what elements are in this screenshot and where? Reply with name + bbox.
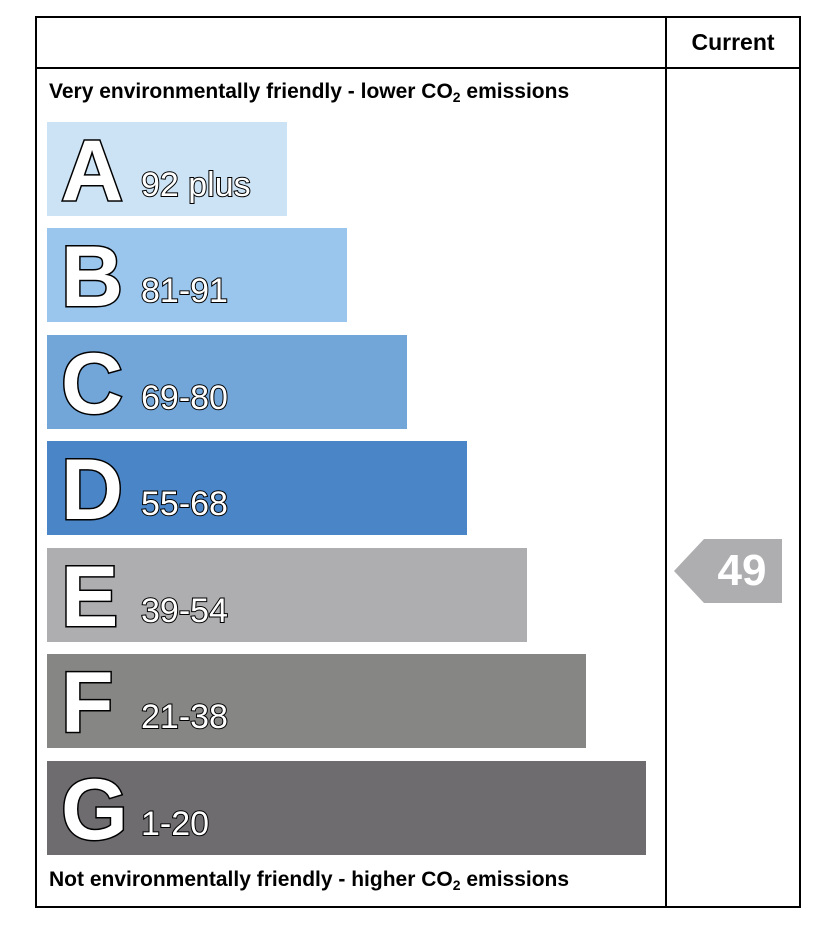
column-divider <box>665 16 667 908</box>
band-c: C 69-80 <box>47 335 407 429</box>
band-d: D 55-68 <box>47 441 467 535</box>
band-f: F 21-38 <box>47 654 586 748</box>
band-letter: B <box>59 229 124 325</box>
band-letter: D <box>59 442 124 538</box>
header-divider <box>35 67 801 69</box>
current-rating-value: 49 <box>717 546 767 595</box>
band-range: 69-80 <box>140 379 229 417</box>
band-letter: F <box>60 655 116 751</box>
band-range: 55-68 <box>140 485 229 523</box>
band-range: 92 plus <box>140 166 252 204</box>
band-letter: A <box>59 123 124 219</box>
rating-table-frame <box>35 16 801 908</box>
band-e: E 39-54 <box>47 548 527 642</box>
band-range: 39-54 <box>140 592 229 630</box>
band-letter: G <box>60 762 130 858</box>
band-range: 81-91 <box>140 272 229 310</box>
band-letter: C <box>59 336 124 432</box>
band-a: A 92 plus <box>47 122 287 216</box>
bottom-caption: Not environmentally friendly - higher CO… <box>49 868 570 893</box>
top-caption: Very environmentally friendly - lower CO… <box>49 80 570 105</box>
current-column-header: Current <box>691 29 775 55</box>
band-range: 21-38 <box>140 698 229 736</box>
band-letter: E <box>59 549 119 645</box>
current-rating-arrow: 49 <box>674 539 782 603</box>
arrow-pointer-icon <box>674 539 782 603</box>
band-g: G 1-20 <box>47 761 646 855</box>
band-range: 1-20 <box>140 805 210 843</box>
band-b: B 81-91 <box>47 228 347 322</box>
